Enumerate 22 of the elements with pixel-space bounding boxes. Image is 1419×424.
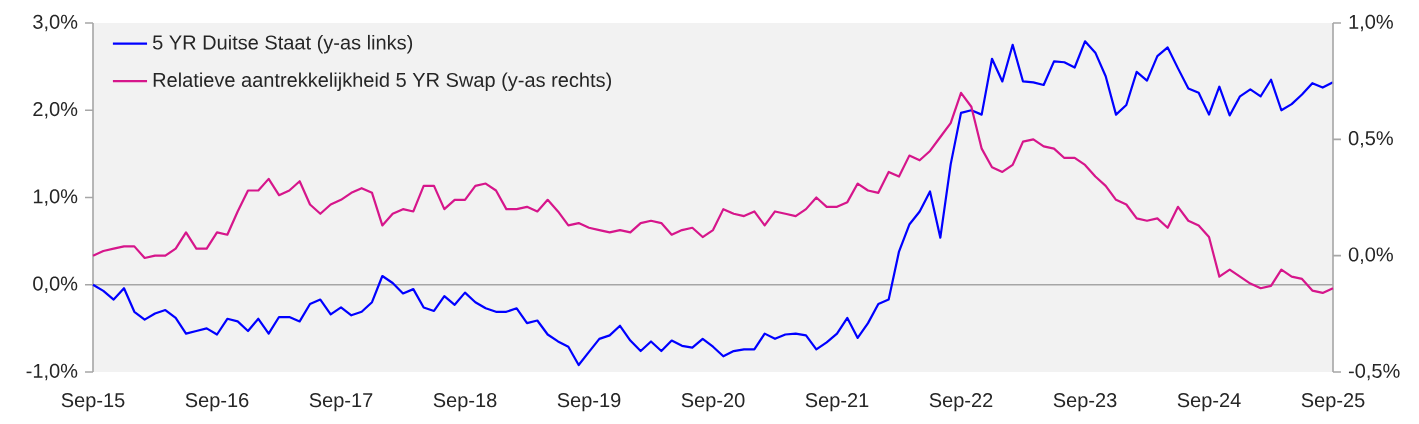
x-tick-label: Sep-22 bbox=[929, 393, 993, 412]
y-tick-label: -1,0% bbox=[26, 363, 78, 381]
x-tick-label: Sep-21 bbox=[805, 393, 869, 412]
y2-tick-label: 0,0% bbox=[1348, 247, 1393, 264]
y-tick-label: 2,0% bbox=[33, 102, 78, 119]
y2-tick-label: 1,0% bbox=[1349, 14, 1393, 32]
x-tick-label: Sep-25 bbox=[1301, 393, 1365, 412]
x-tick-label: Sep-24 bbox=[1177, 393, 1241, 412]
legend-label: Relatieve aantrekkelijkheid 5 YR Swap (y-as rechts) bbox=[153, 72, 612, 92]
y-tick-label: 1,0% bbox=[33, 189, 78, 206]
x-tick-label: Sep-18 bbox=[433, 393, 497, 412]
x-tick-label: Sep-20 bbox=[681, 393, 745, 412]
y2-tick-label: -0,5% bbox=[1348, 363, 1400, 381]
y2-tick-label: 0,5% bbox=[1348, 131, 1393, 148]
y-tick-label: 0,0% bbox=[33, 276, 78, 294]
x-tick-label: Sep-15 bbox=[61, 393, 125, 412]
x-tick-label: Sep-17 bbox=[309, 393, 373, 412]
x-tick-label: Sep-16 bbox=[185, 393, 249, 412]
x-tick-label: Sep-23 bbox=[1053, 393, 1117, 412]
x-tick-label: Sep-19 bbox=[557, 393, 621, 412]
y-tick-label: 3,0% bbox=[33, 14, 78, 32]
legend-label: 5 YR Duitse Staat (y-as links) bbox=[152, 34, 413, 54]
